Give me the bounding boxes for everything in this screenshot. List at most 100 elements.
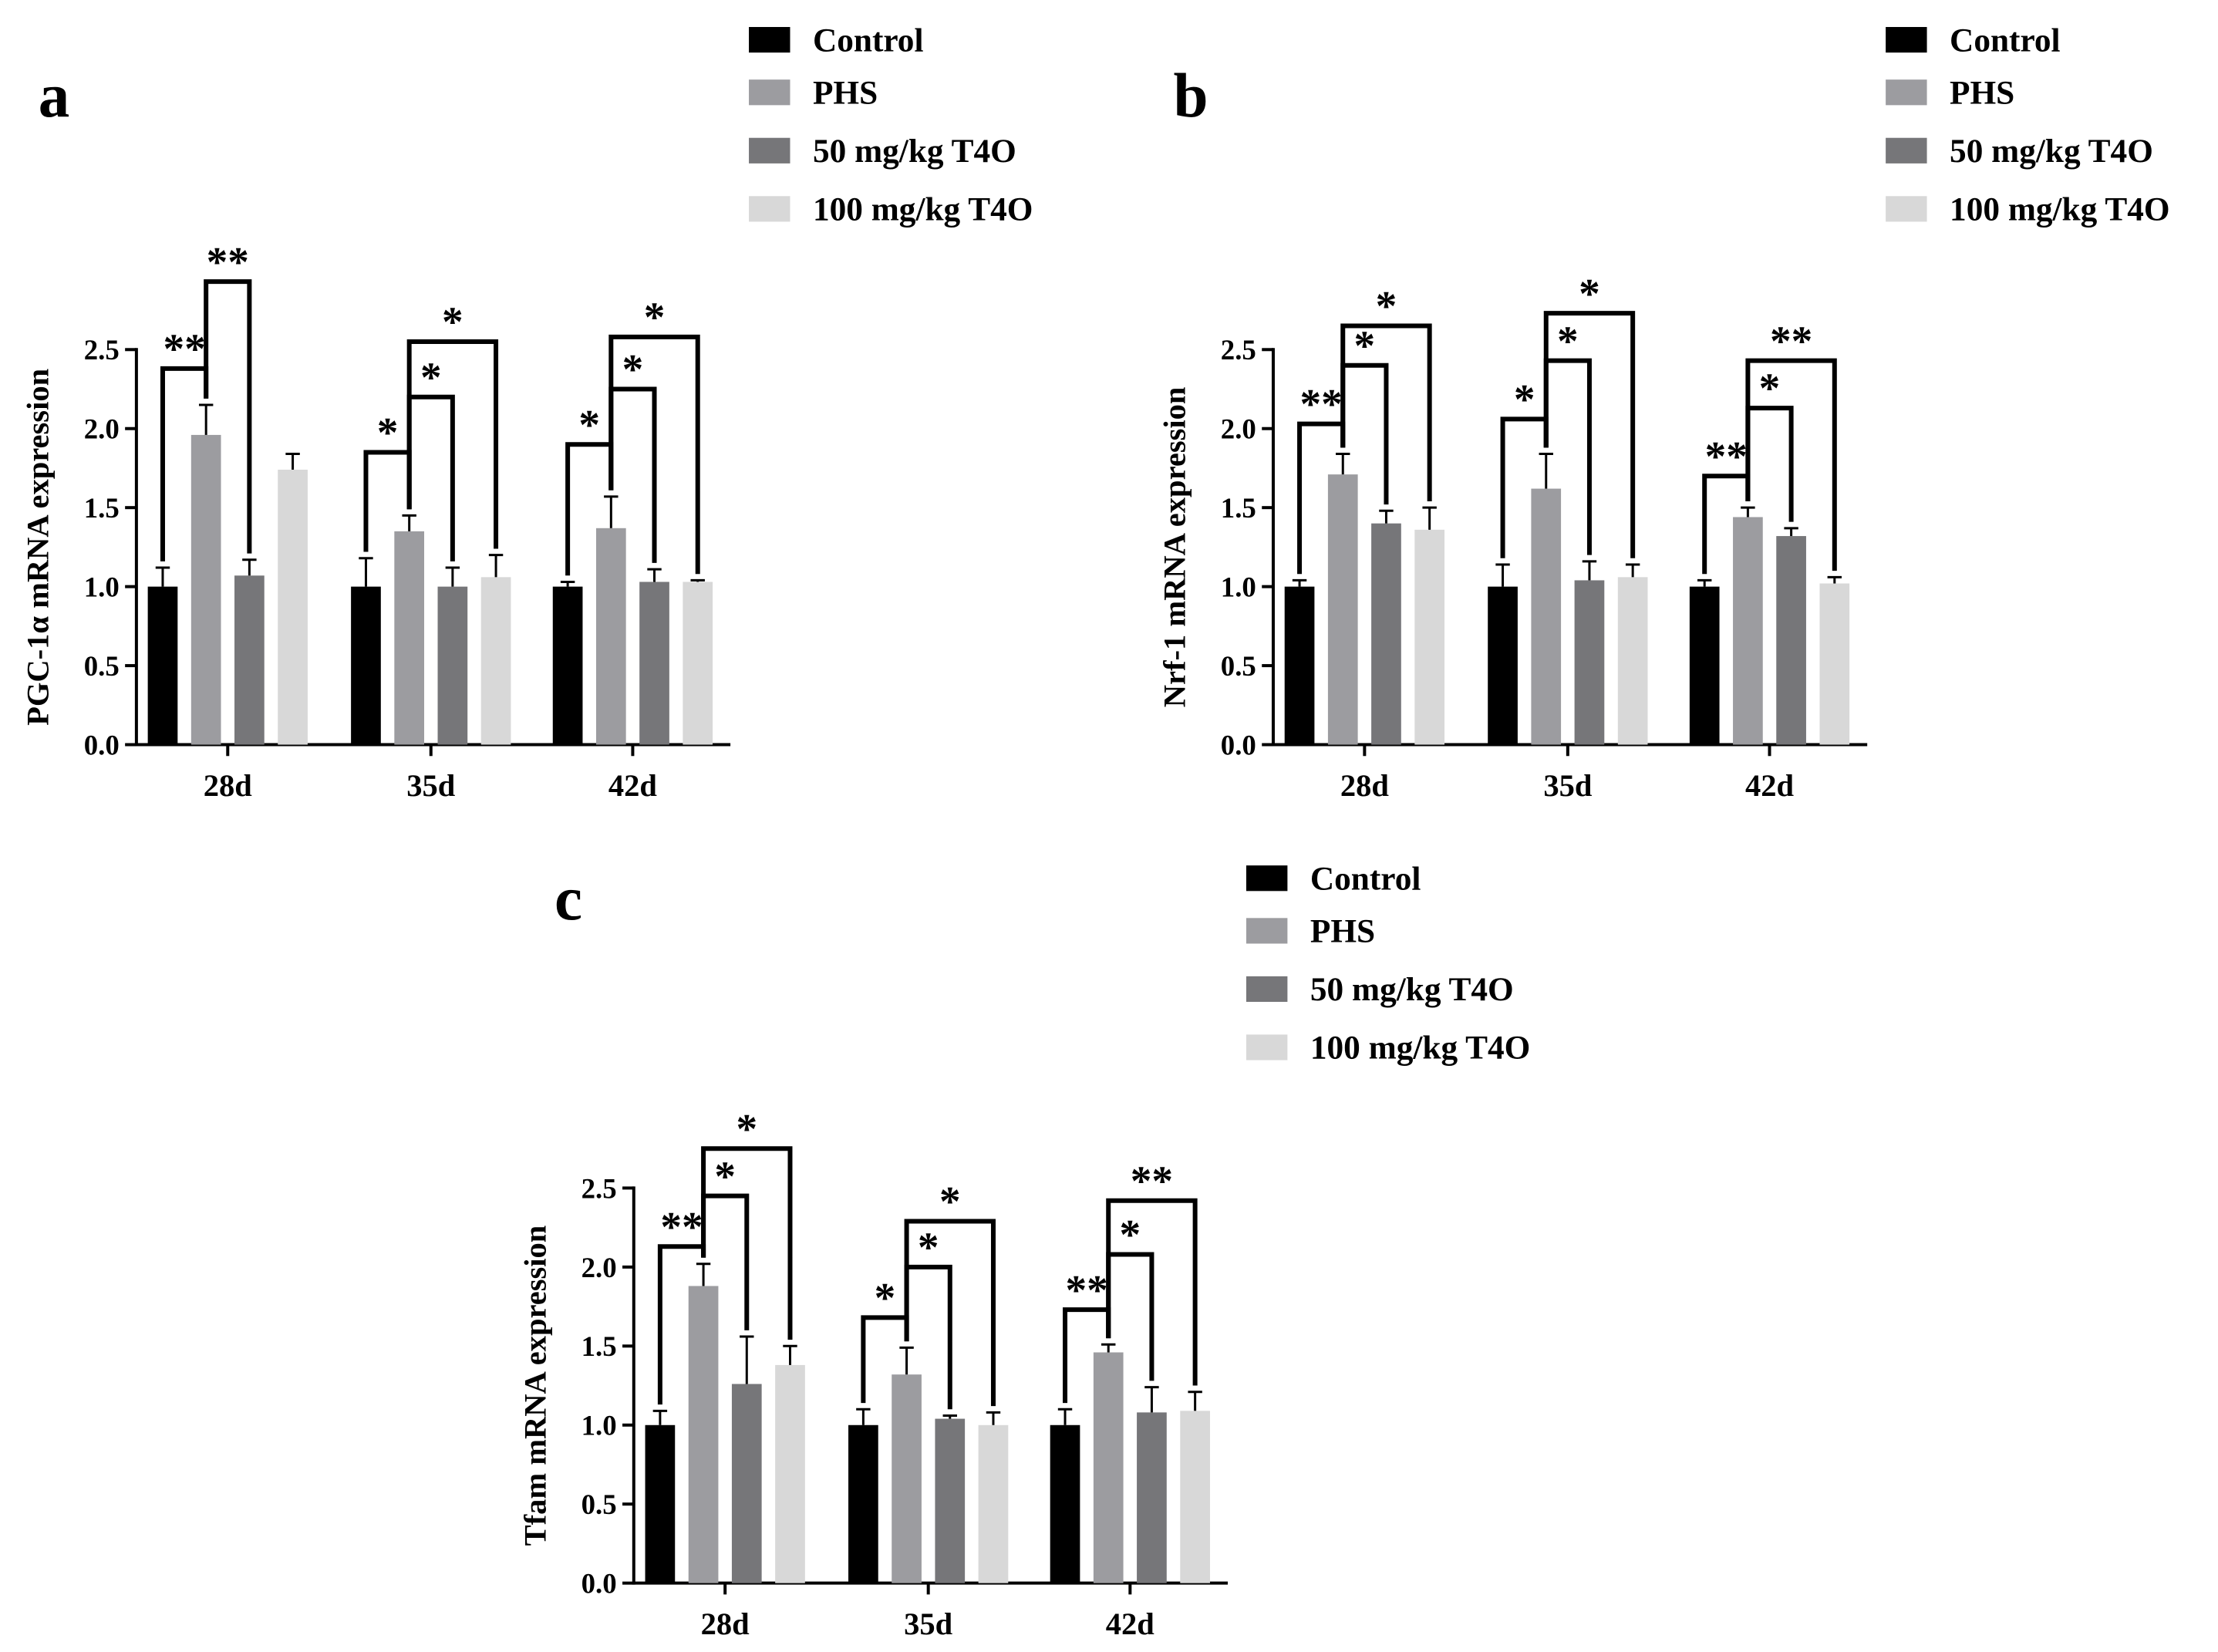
bar	[351, 586, 381, 745]
significance-bracket	[1745, 358, 1837, 571]
legend: Control PHS 50 mg/kg T4O 100 mg/kg T4O	[1246, 860, 1531, 1067]
legend-swatch	[1246, 1034, 1288, 1060]
bar	[147, 586, 178, 745]
x-tick-label: 42d	[1745, 768, 1795, 803]
x-tick-label: 28d	[701, 1606, 750, 1641]
significance-label: *	[1354, 322, 1376, 369]
bar	[775, 1364, 805, 1583]
bar	[645, 1424, 676, 1583]
bar	[437, 586, 468, 745]
legend-swatch	[749, 27, 790, 53]
significance-bracket	[1106, 1198, 1198, 1386]
significance-label: **	[1131, 1157, 1173, 1204]
legend-label: 50 mg/kg T4O	[1310, 971, 1514, 1008]
bar	[1733, 517, 1763, 745]
legend-label: 100 mg/kg T4O	[1310, 1030, 1531, 1067]
bar	[1819, 583, 1850, 745]
significance-label: **	[163, 325, 205, 372]
significance-label: **	[660, 1203, 703, 1250]
significance-label: **	[1065, 1266, 1107, 1313]
legend-label: PHS	[1950, 75, 2014, 112]
legend: Control PHS 50 mg/kg T4O 100 mg/kg T4O	[749, 22, 1033, 228]
bar	[1617, 577, 1648, 745]
bar-group-35d	[1488, 453, 1648, 745]
significance-label: *	[875, 1274, 896, 1321]
x-tick-label: 42d	[1106, 1606, 1155, 1641]
bar-group-28d	[1284, 453, 1445, 745]
y-axis-label: PGC-1α mRNA expression	[21, 369, 56, 726]
x-tick-label: 28d	[204, 768, 253, 803]
significance-bracket	[406, 339, 499, 549]
significance-label: *	[1579, 270, 1600, 317]
bar	[1327, 474, 1358, 745]
y-axis-label: Nrf-1 mRNA expression	[1158, 387, 1192, 708]
significance-bracket	[1340, 323, 1432, 501]
y-tick-label: 2.5	[581, 1172, 617, 1204]
significance-bracket	[904, 1219, 996, 1407]
significance-label: *	[939, 1178, 961, 1225]
bar	[1180, 1411, 1210, 1583]
legend-swatch	[1886, 137, 1927, 164]
legend-label: 50 mg/kg T4O	[1950, 133, 2153, 170]
y-tick-label: 2.0	[581, 1252, 617, 1283]
y-tick-label: 1.0	[1221, 571, 1256, 603]
panel-label: c	[554, 864, 582, 933]
legend-swatch	[1886, 79, 1927, 106]
x-tick-label: 42d	[608, 768, 658, 803]
bar	[688, 1286, 719, 1583]
y-tick-label: 1.5	[1221, 492, 1256, 524]
bar-group-28d	[645, 1263, 805, 1583]
bar	[552, 586, 583, 745]
panel-label: b	[1174, 61, 1208, 130]
bar	[595, 528, 626, 745]
significance-label: **	[1770, 317, 1812, 364]
y-tick-label: 0.0	[581, 1568, 617, 1600]
bar	[1531, 488, 1562, 745]
bar	[190, 434, 221, 745]
significance-bracket	[701, 1146, 793, 1340]
significance-bracket	[608, 334, 700, 575]
significance-label: *	[442, 298, 463, 346]
bar	[1414, 529, 1445, 745]
legend-label: 100 mg/kg T4O	[813, 191, 1033, 228]
legend-label: PHS	[1310, 913, 1375, 950]
significance-bracket	[1543, 311, 1636, 558]
legend-label: 100 mg/kg T4O	[1950, 191, 2170, 228]
bar-group-42d	[552, 495, 713, 745]
legend: Control PHS 50 mg/kg T4O 100 mg/kg T4O	[1886, 22, 2170, 228]
significance-label: *	[918, 1223, 939, 1270]
bar	[394, 531, 425, 745]
panel-b: b Control PHS 50 mg/kg T4O 100 mg/kg T4O Nrf-…	[1158, 22, 2170, 803]
panel-a: a Control PHS 50 mg/kg T4O 100 mg/kg T4O PGC-…	[21, 22, 1033, 803]
y-tick-label: 1.5	[581, 1330, 617, 1362]
legend-label: Control	[1310, 860, 1421, 897]
bar	[848, 1424, 878, 1583]
significance-label: *	[736, 1105, 757, 1152]
bar	[278, 470, 308, 745]
significance-label: *	[1759, 365, 1781, 412]
y-tick-label: 0.0	[84, 729, 120, 760]
y-tick-label: 2.5	[1221, 334, 1256, 366]
bar	[639, 582, 669, 745]
legend-swatch	[749, 79, 790, 106]
y-tick-label: 2.0	[1221, 413, 1256, 445]
significance-bracket	[1745, 406, 1794, 522]
bar	[1093, 1352, 1124, 1583]
x-tick-label: 35d	[1543, 768, 1593, 803]
significance-label: *	[714, 1152, 736, 1199]
legend-swatch	[1886, 27, 1927, 53]
x-tick-label: 28d	[1340, 768, 1390, 803]
bar	[935, 1418, 966, 1583]
panel-c: c Control PHS 50 mg/kg T4O 100 mg/kg T4O Tfam…	[518, 860, 1531, 1641]
legend-swatch	[1246, 976, 1288, 1003]
legend-label: PHS	[813, 75, 878, 112]
significance-label: **	[1300, 380, 1343, 427]
bar-group-35d	[351, 514, 511, 745]
significance-label: *	[1376, 282, 1397, 329]
y-tick-label: 0.5	[1221, 650, 1256, 682]
legend-label: Control	[813, 22, 924, 59]
bar	[1574, 580, 1605, 745]
bar	[1284, 586, 1315, 745]
significance-label: **	[207, 238, 249, 285]
